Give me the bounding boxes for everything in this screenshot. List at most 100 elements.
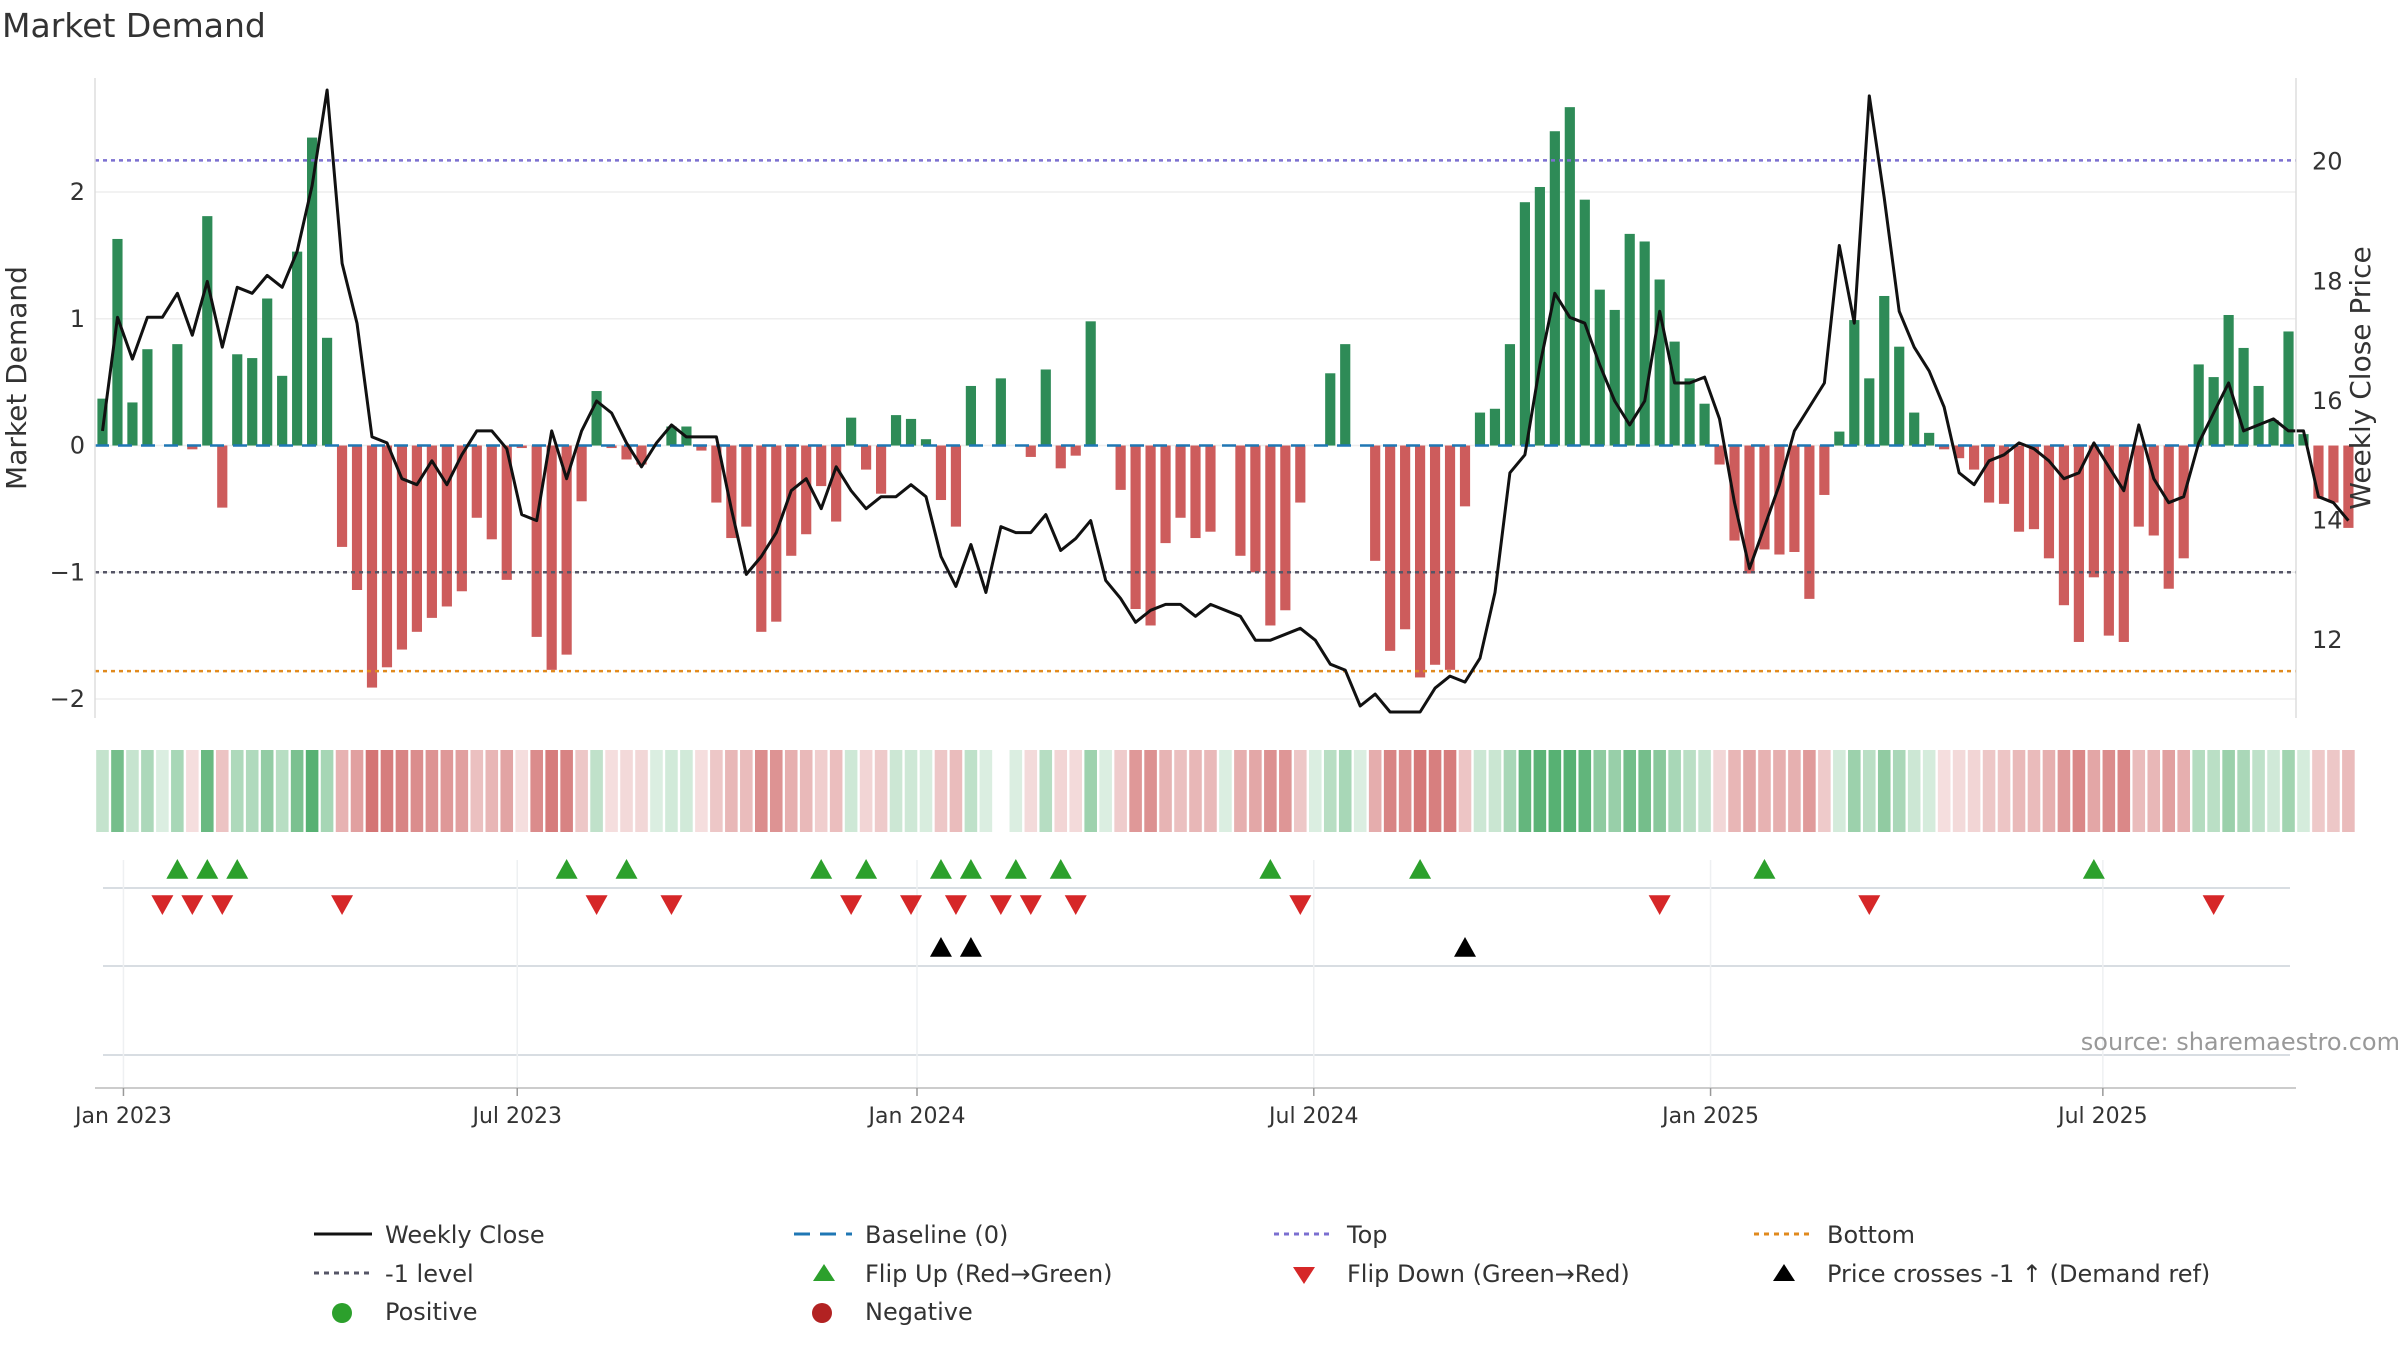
heat-cell-positive [245,750,259,832]
heat-cell-positive [260,750,274,832]
demand-bar-negative [756,445,767,632]
demand-bar-negative [606,445,617,449]
heat-cell-positive [1922,750,1936,832]
heat-cell-negative [1204,750,1217,832]
heat-cell-negative [874,750,888,832]
demand-bar-positive [247,358,258,446]
flip-down-marker [840,895,863,915]
demand-bar-positive [232,354,243,446]
heat-cell-positive [2282,750,2295,832]
heat-cell-negative [1428,750,1442,832]
demand-bar-positive [1325,373,1336,446]
demand-bar-positive [1894,346,1905,446]
demand-bar-negative [2028,445,2040,530]
demand-bar-negative [486,445,497,540]
demand-bar-positive [1504,344,1516,446]
demand-bar-positive [905,418,917,446]
heat-cell-negative [1803,750,1816,832]
demand-bar-negative [875,445,887,494]
heat-cell-negative [575,750,588,832]
heat-cell-negative [2162,750,2176,832]
heat-cell-negative [1982,750,1996,832]
heat-cell-positive [126,750,139,832]
demand-bar-negative [1145,445,1156,626]
demand-bar-negative [831,445,842,522]
flip-up-marker [226,859,249,879]
flip-down-marker [211,895,234,915]
demand-bar-negative [1415,445,1426,678]
x-tick-label: Jan 2025 [1660,1104,1759,1129]
demand-bar-negative [1983,445,1995,503]
heat-cell-positive [2297,750,2310,832]
demand-bar-negative [1729,445,1740,541]
demand-bar-positive [1684,378,1695,446]
demand-bar-positive [1609,309,1620,446]
heat-cell-positive [171,750,184,832]
heat-cell-positive [1099,750,1112,832]
heat-cell-positive [1833,750,1846,832]
heat-cell-positive [1593,750,1607,832]
heat-cell-negative [695,750,708,832]
flip-down-marker [1064,895,1087,915]
demand-bar-negative [1190,445,1201,539]
demand-bar-positive [1040,369,1051,446]
demand-bar-negative [1205,445,1216,532]
demand-bar-negative [2103,445,2114,636]
flip-up-marker [810,859,833,879]
flip-up-marker [1409,859,1432,879]
heat-cell-positive [1338,750,1352,832]
y-right-tick-label: 20 [2312,148,2343,176]
heat-cell-positive [1668,750,1681,832]
heat-cell-positive [1892,750,1906,832]
heat-cell-positive [1009,750,1023,832]
heat-cell-positive [1698,750,1711,832]
demand-bar-negative [187,445,198,450]
source-note: source: sharemaestro.com [2080,1028,2400,1056]
flip-down-marker [2202,895,2225,915]
x-axis: Jan 2023 Jul 2023 Jan 2024 Jul 2024 Jan 2025… [73,1087,2296,1129]
demand-bar-negative [396,445,408,650]
heat-cell-negative [215,750,229,832]
demand-bar-negative [561,445,572,655]
demand-bar-negative [1968,445,1980,470]
heat-cell-negative [740,750,753,832]
demand-bar-negative [576,445,587,502]
heat-cell-negative [1743,750,1756,832]
heat-cell-positive [1563,750,1577,832]
flip-up-marker [555,859,578,879]
demand-bar-negative [726,445,737,539]
heat-cell-positive [904,750,918,832]
demand-bar-negative [1055,445,1066,469]
heat-cell-negative [380,750,394,832]
flip-down-marker [1858,895,1881,915]
y-right-axis-label: Weekly Close Price [2344,246,2377,509]
heat-cell-negative [335,750,349,832]
heat-cell-positive [1907,750,1921,832]
demand-bar-negative [2073,445,2084,642]
heat-cell-negative [2072,750,2086,832]
flip-up-marker [1049,859,1072,879]
heat-cell-negative [635,750,648,832]
legend-negative: Negative [865,1298,973,1326]
demand-bar-negative [366,445,378,688]
heat-cell-positive [156,750,169,832]
y-left-tick-label: −2 [50,685,85,713]
heat-cell-positive [96,750,109,832]
heat-cell-positive [665,750,678,832]
demand-bar-negative [786,445,797,556]
weekly-close-line [101,88,2350,714]
flip-down-marker [1648,895,1671,915]
demand-bar-negative [1070,445,1081,456]
flip-up-marker [166,859,189,879]
heat-cell-positive [650,750,663,832]
demand-bar-positive [1864,378,1875,446]
heat-cell-negative [2027,750,2041,832]
demand-bar-negative [1160,445,1171,544]
demand-bar-negative [1130,445,1141,610]
heat-cell-positive [590,750,603,832]
heat-cell-negative [455,750,469,832]
legend-flip-down-icon [1293,1267,1315,1284]
demand-bar-positive [172,344,183,446]
demand-bar-positive [2283,331,2294,446]
legend-flip-up-icon [813,1264,835,1281]
